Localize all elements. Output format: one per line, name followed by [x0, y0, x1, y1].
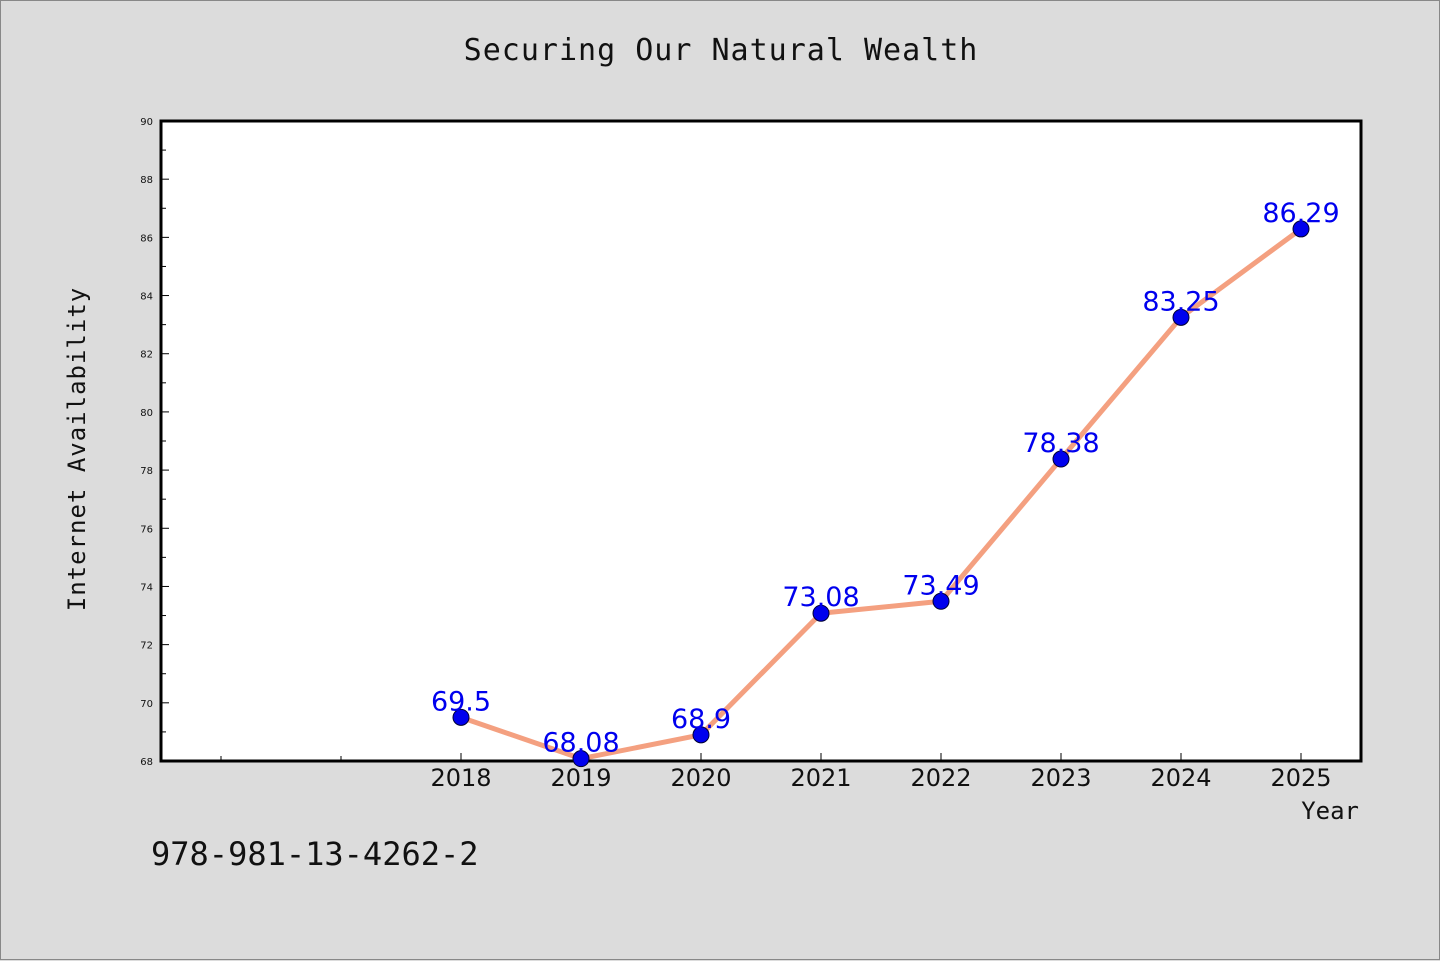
y-tick-label: 86: [140, 233, 153, 244]
data-point: [932, 592, 950, 610]
x-tick-label: 2022: [910, 764, 971, 792]
data-label: 69.5: [431, 686, 491, 717]
series-line: [458, 226, 1304, 762]
y-tick-label: 68: [140, 757, 153, 768]
isbn-text: 978-981-13-4262-2: [151, 835, 479, 873]
data-markers: [452, 220, 1310, 768]
data-point: [1292, 220, 1310, 238]
data-point: [572, 750, 590, 768]
data-label: 86.29: [1262, 198, 1339, 229]
data-point: [1172, 308, 1190, 326]
data-label: 73.49: [902, 570, 979, 601]
plot-area: [159, 119, 1363, 763]
data-label: 68.08: [542, 728, 619, 759]
y-tick-label: 90: [140, 117, 153, 128]
y-tick-label: 78: [140, 466, 153, 477]
y-tick-label: 76: [140, 524, 153, 535]
x-tick-label: 2020: [670, 764, 731, 792]
x-tick-label: 2023: [1030, 764, 1091, 792]
x-tick-label: 2024: [1150, 764, 1211, 792]
series-line-group: [458, 226, 1304, 762]
y-axis: 68 70 72 74 76 78 80 82 84 86 88 90: [140, 117, 169, 768]
y-tick-label: 80: [140, 408, 153, 419]
data-label: 83.25: [1142, 286, 1219, 317]
chart-title: Securing Our Natural Wealth: [463, 33, 979, 68]
y-tick-label: 82: [140, 350, 153, 361]
y-tick-label: 84: [140, 292, 153, 303]
data-point: [1052, 450, 1070, 468]
x-tick-label: 2021: [790, 764, 851, 792]
y-tick-label: 74: [140, 582, 153, 593]
data-label: 78.38: [1022, 428, 1099, 459]
data-point: [812, 604, 830, 622]
x-axis: 2018 2019 2020 2021 2022 2023 2024 2025: [220, 753, 1332, 792]
x-tick-label: 2025: [1270, 764, 1331, 792]
x-tick-label: 2018: [430, 764, 491, 792]
y-tick-label: 70: [140, 699, 153, 710]
y-tick-label: 72: [140, 641, 153, 652]
data-point: [452, 708, 470, 726]
y-tick-label: 88: [140, 175, 153, 186]
data-point: [692, 726, 710, 744]
x-tick-label: 2019: [550, 764, 611, 792]
data-label: 68.9: [671, 704, 731, 735]
data-labels: 69.5 68.08 68.9 73.08 73.49 78.38 83.25 86.29: [431, 198, 1340, 759]
x-axis-label: Year: [1301, 797, 1359, 825]
data-label: 73.08: [782, 582, 859, 613]
